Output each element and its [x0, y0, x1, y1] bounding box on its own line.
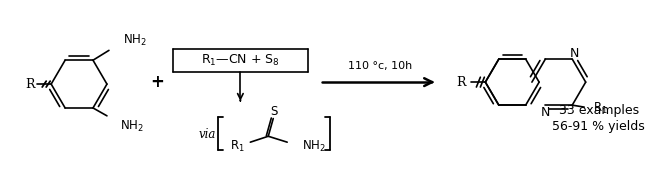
Text: 110 °c, 10h: 110 °c, 10h — [348, 61, 412, 71]
Text: NH$_2$: NH$_2$ — [302, 139, 326, 154]
Text: +: + — [150, 73, 164, 91]
Text: R: R — [456, 76, 465, 89]
Text: S: S — [271, 105, 278, 118]
Text: 56-91 % yields: 56-91 % yields — [553, 120, 645, 133]
Text: R$_1$—CN + S$_8$: R$_1$—CN + S$_8$ — [201, 53, 280, 68]
Text: NH$_2$: NH$_2$ — [120, 119, 144, 134]
Text: N: N — [541, 106, 550, 118]
Text: N: N — [569, 47, 579, 60]
Text: R$_1$: R$_1$ — [230, 139, 244, 154]
Text: R: R — [26, 78, 35, 91]
Text: NH$_2$: NH$_2$ — [123, 33, 147, 48]
Text: R$_1$: R$_1$ — [593, 101, 608, 116]
Text: 33 examples: 33 examples — [559, 104, 639, 117]
Text: via: via — [198, 128, 216, 141]
